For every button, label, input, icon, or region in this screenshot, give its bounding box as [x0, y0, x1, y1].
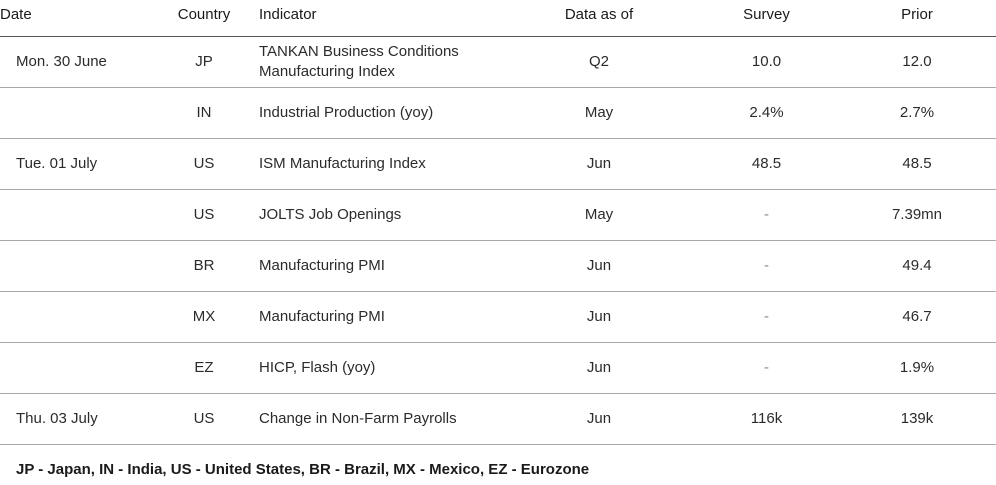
header-indicator: Indicator	[259, 6, 317, 23]
indicator-cell: Manufacturing PMI	[259, 257, 385, 274]
data-as-of-cell: Jun	[586, 257, 612, 274]
date-cell: Tue. 01 July	[16, 155, 98, 172]
country-cell: US	[193, 206, 215, 223]
table-row: US JOLTS Job Openings May - 7.39mn	[0, 190, 996, 241]
date-cell: Thu. 03 July	[16, 410, 98, 427]
indicator-cell: TANKAN Business Conditions Manufacturing…	[259, 43, 459, 80]
survey-cell: -	[764, 257, 769, 274]
prior-cell: 7.39mn	[891, 206, 943, 223]
country-legend: JP - Japan, IN - India, US - United Stat…	[16, 461, 590, 478]
prior-cell: 46.7	[902, 308, 932, 325]
table-row: Tue. 01 July US ISM Manufacturing Index …	[0, 139, 996, 190]
country-cell: IN	[196, 104, 212, 121]
data-as-of-cell: Jun	[586, 359, 612, 376]
country-cell: EZ	[194, 359, 214, 376]
data-as-of-cell: May	[584, 206, 614, 223]
prior-cell: 2.7%	[899, 104, 935, 121]
economic-calendar-table: Date Country Indicator Data as of Survey…	[0, 0, 996, 445]
country-cell: JP	[195, 53, 213, 70]
country-cell: BR	[193, 257, 215, 274]
survey-cell: 2.4%	[749, 104, 784, 121]
header-data-as-of: Data as of	[564, 6, 634, 23]
indicator-cell: Manufacturing PMI	[259, 308, 385, 325]
prior-cell: 139k	[900, 410, 934, 427]
country-cell: US	[193, 410, 215, 427]
table-row: MX Manufacturing PMI Jun - 46.7	[0, 292, 996, 343]
prior-cell: 48.5	[902, 155, 932, 172]
indicator-cell: ISM Manufacturing Index	[259, 155, 426, 172]
country-cell: MX	[192, 308, 216, 325]
data-as-of-cell: May	[584, 104, 614, 121]
header-survey: Survey	[743, 6, 790, 23]
data-as-of-cell: Jun	[586, 410, 612, 427]
data-as-of-cell: Jun	[586, 308, 612, 325]
date-cell: Mon. 30 June	[16, 53, 107, 70]
table-row: Thu. 03 July US Change in Non-Farm Payro…	[0, 394, 996, 445]
header-prior: Prior	[901, 6, 933, 23]
data-as-of-cell: Jun	[586, 155, 612, 172]
survey-cell: -	[764, 359, 769, 376]
data-as-of-cell: Q2	[588, 53, 609, 70]
prior-cell: 12.0	[902, 53, 932, 70]
table-row: EZ HICP, Flash (yoy) Jun - 1.9%	[0, 343, 996, 394]
country-cell: US	[193, 155, 215, 172]
indicator-cell: HICP, Flash (yoy)	[259, 359, 376, 376]
table-row: BR Manufacturing PMI Jun - 49.4	[0, 241, 996, 292]
indicator-cell: Change in Non-Farm Payrolls	[259, 410, 457, 427]
indicator-cell: JOLTS Job Openings	[259, 206, 402, 223]
prior-cell: 49.4	[902, 257, 932, 274]
table-row: Mon. 30 June JP TANKAN Business Conditio…	[0, 37, 996, 88]
survey-cell: -	[764, 206, 769, 223]
prior-cell: 1.9%	[899, 359, 935, 376]
survey-cell: 10.0	[751, 53, 782, 70]
table-header-row: Date Country Indicator Data as of Survey…	[0, 0, 996, 37]
table-row: IN Industrial Production (yoy) May 2.4% …	[0, 88, 996, 139]
survey-cell: -	[764, 308, 769, 325]
indicator-cell: Industrial Production (yoy)	[259, 104, 434, 121]
header-date: Date	[0, 6, 32, 23]
survey-cell: 116k	[750, 410, 783, 427]
survey-cell: 48.5	[751, 155, 782, 172]
header-country: Country	[177, 6, 231, 23]
